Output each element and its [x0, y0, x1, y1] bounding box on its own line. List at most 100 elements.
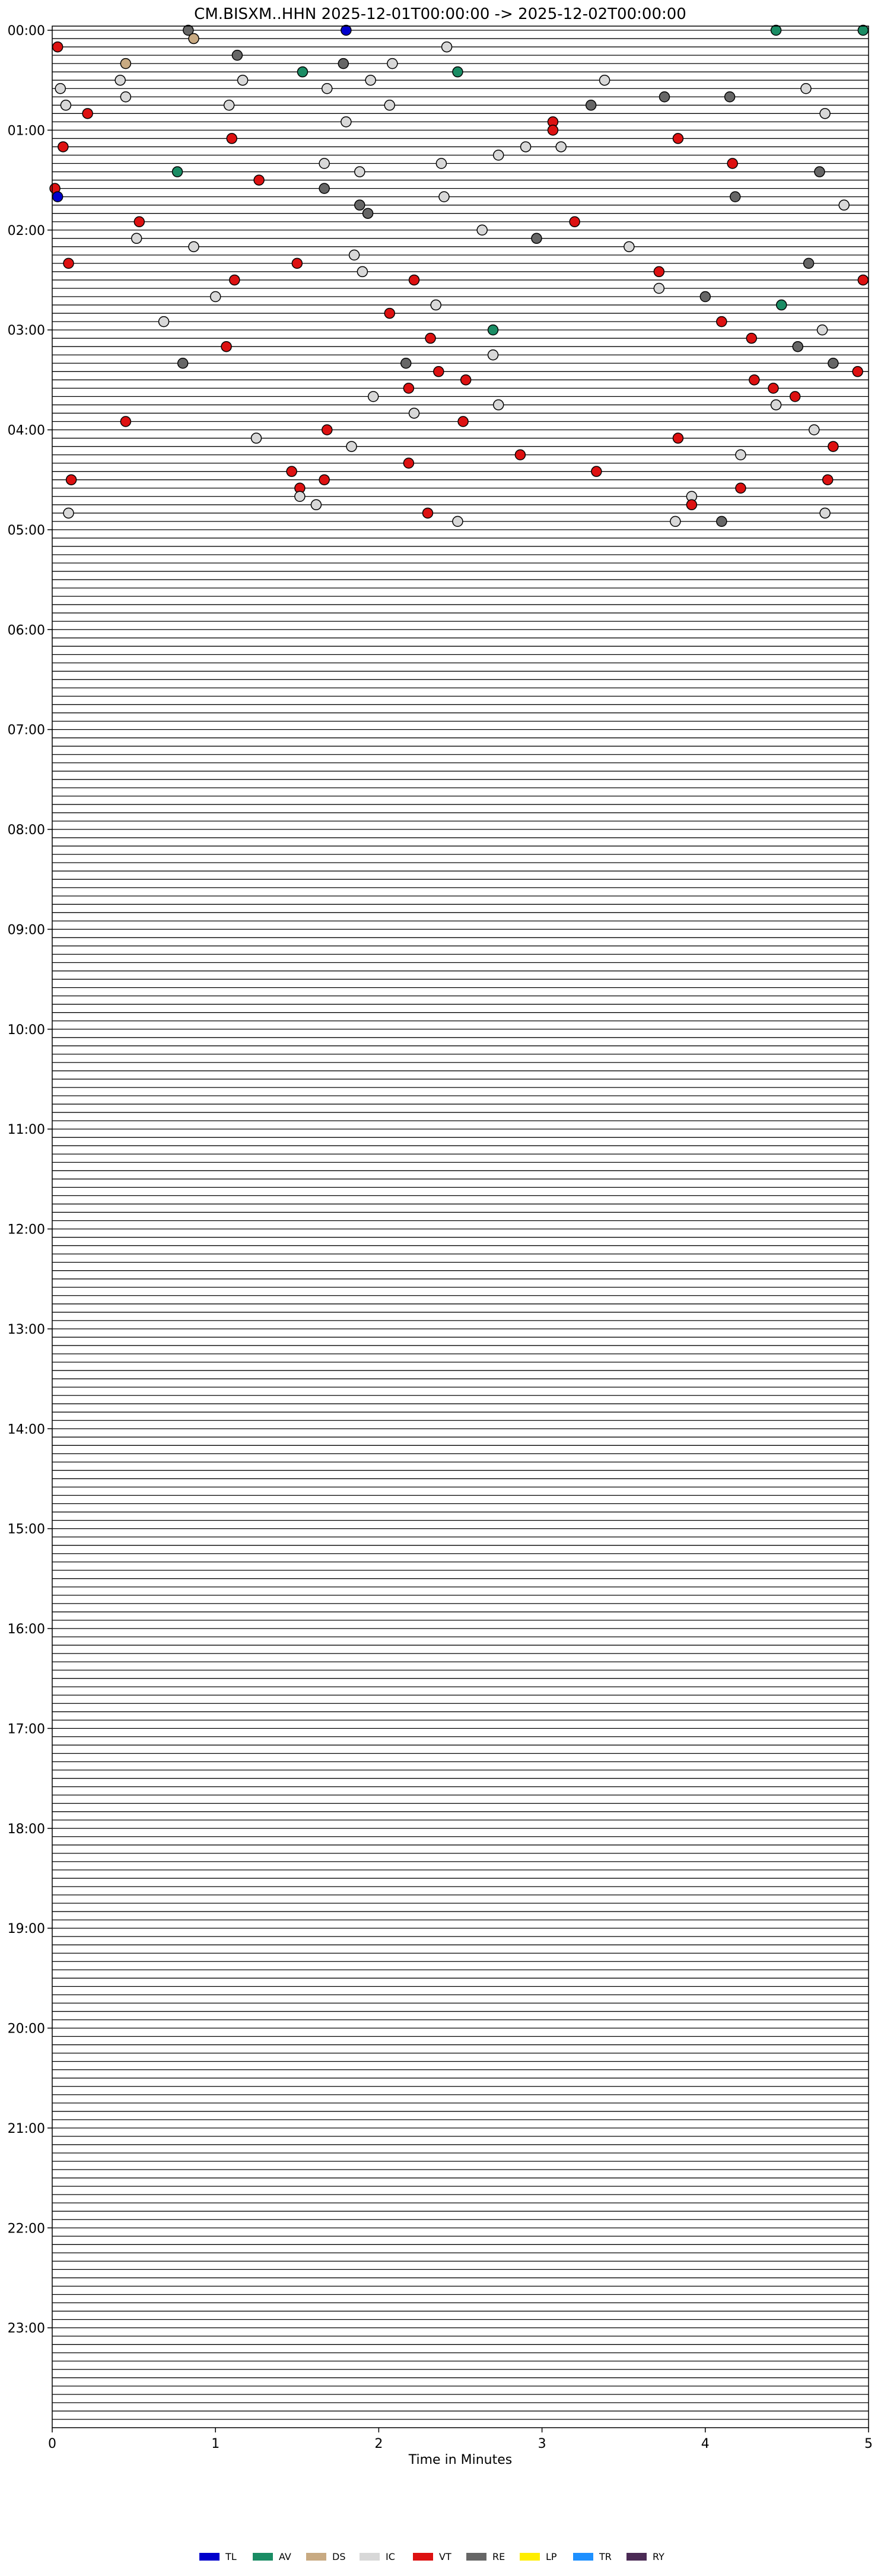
event-marker-vt — [221, 341, 232, 352]
y-tick-label: 02:00 — [8, 224, 45, 238]
event-marker-vt — [822, 474, 834, 485]
event-marker-ic — [838, 199, 850, 211]
y-tick-label: 09:00 — [8, 923, 45, 937]
event-marker-vt — [408, 274, 420, 286]
y-tick-label: 06:00 — [8, 623, 45, 638]
event-marker-vt — [716, 316, 727, 327]
x-tick-label: 3 — [538, 2437, 546, 2451]
event-marker-vt — [291, 257, 303, 269]
event-marker-vt — [672, 432, 684, 444]
event-marker-vt — [672, 133, 684, 144]
event-marker-vt — [403, 383, 415, 394]
event-marker-vt — [433, 366, 444, 377]
event-marker-re — [699, 291, 711, 303]
event-marker-ic — [809, 424, 820, 435]
event-marker-ic — [819, 108, 831, 119]
event-marker-ic — [223, 100, 235, 111]
event-marker-ds — [188, 33, 199, 44]
event-marker-ic — [188, 241, 199, 253]
event-marker-vt — [828, 441, 839, 452]
event-marker-re — [659, 91, 670, 103]
event-marker-vt — [425, 332, 436, 344]
event-marker-vt — [857, 274, 869, 286]
event-marker-re — [338, 58, 349, 69]
event-marker-ic — [357, 266, 368, 278]
event-marker-ic — [115, 74, 126, 86]
event-marker-ic — [624, 241, 635, 253]
event-marker-ic — [120, 91, 132, 103]
event-marker-vt — [852, 366, 863, 377]
event-marker-ic — [800, 82, 812, 94]
event-marker-ic — [250, 432, 262, 444]
x-tick-label: 0 — [48, 2437, 56, 2451]
y-tick-label: 07:00 — [8, 723, 45, 738]
event-marker-vt — [229, 274, 240, 286]
event-marker-av — [770, 24, 782, 36]
event-marker-vt — [82, 108, 93, 119]
event-marker-ic — [487, 349, 499, 361]
y-tick-label: 00:00 — [8, 24, 45, 39]
x-tick-label: 5 — [864, 2437, 873, 2451]
event-marker-vt — [63, 257, 74, 269]
y-tick-label: 18:00 — [8, 1822, 45, 1837]
y-tick-label: 10:00 — [8, 1023, 45, 1038]
event-markers — [49, 24, 869, 527]
event-marker-ic — [770, 399, 782, 411]
event-marker-ic — [653, 282, 665, 294]
y-tick-label: 13:00 — [8, 1322, 45, 1337]
event-marker-vt — [322, 424, 333, 435]
event-marker-vt — [569, 216, 580, 227]
legend: TL AV DS IC VT RE LP TR RY — [199, 2551, 664, 2562]
event-marker-av — [452, 66, 463, 78]
event-marker-ic — [209, 291, 221, 303]
legend-swatch — [413, 2553, 433, 2561]
legend-label: VT — [439, 2551, 451, 2562]
y-tick-label: 21:00 — [8, 2122, 45, 2136]
event-marker-av — [297, 66, 308, 78]
event-marker-ic — [819, 507, 831, 519]
y-tick-label: 19:00 — [8, 1922, 45, 1936]
event-marker-ic — [430, 299, 441, 311]
event-marker-ic — [131, 233, 142, 244]
legend-label: LP — [546, 2551, 557, 2562]
y-tick-label: 22:00 — [8, 2221, 45, 2236]
event-marker-ic — [365, 74, 376, 86]
event-marker-ic — [492, 399, 504, 411]
event-marker-vt — [460, 374, 472, 386]
y-tick-label: 20:00 — [8, 2022, 45, 2037]
event-marker-ic — [435, 158, 447, 169]
event-marker-av — [775, 299, 787, 311]
y-tick-label: 03:00 — [8, 323, 45, 338]
y-tick-label: 15:00 — [8, 1522, 45, 1537]
event-marker-vt — [768, 383, 779, 394]
event-marker-vt — [133, 216, 145, 227]
event-marker-vt — [653, 266, 665, 278]
x-tick-label: 2 — [374, 2437, 383, 2451]
legend-swatch — [253, 2553, 273, 2561]
event-marker-ic — [476, 224, 488, 236]
x-tick-label: 1 — [211, 2437, 220, 2451]
event-marker-ic — [555, 141, 567, 152]
event-marker-vt — [384, 307, 395, 319]
event-marker-vt — [457, 416, 469, 427]
event-marker-re — [716, 516, 727, 527]
event-marker-vt — [226, 133, 237, 144]
event-marker-vt — [547, 125, 559, 136]
legend-swatch — [306, 2553, 326, 2561]
event-marker-ic — [294, 491, 306, 503]
event-marker-ic — [408, 408, 420, 419]
event-marker-ic — [346, 441, 357, 452]
event-marker-re — [319, 183, 330, 194]
event-marker-vt — [746, 332, 758, 344]
event-marker-re — [792, 341, 803, 352]
event-marker-ic — [319, 158, 330, 169]
y-axis: 00:00 01:00 02:00 03:00 04:00 05:00 06:00 07:00… — [8, 24, 52, 2336]
event-marker-tl — [52, 191, 63, 202]
y-tick-label: 04:00 — [8, 424, 45, 438]
event-marker-re — [177, 358, 189, 369]
event-marker-av — [857, 24, 869, 36]
event-marker-ic — [492, 150, 504, 161]
event-marker-vt — [514, 449, 526, 460]
event-marker-ic — [158, 316, 170, 327]
